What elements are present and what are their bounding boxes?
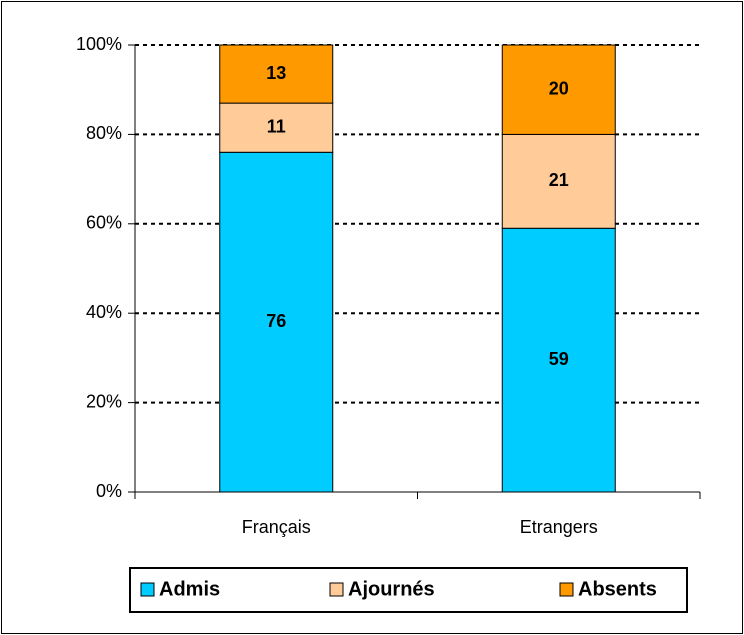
data-label: 13	[266, 63, 286, 83]
x-tick-label: Français	[242, 517, 311, 537]
bar-segment	[219, 44, 334, 104]
legend-swatch	[559, 582, 574, 597]
legend-label: Absents	[578, 578, 657, 600]
bar-segment	[501, 227, 616, 493]
data-label: 20	[549, 78, 569, 98]
y-tick-label: 80%	[86, 123, 122, 143]
data-label: 11	[267, 116, 286, 136]
bar-segment	[501, 133, 616, 229]
x-tick-label: Etrangers	[520, 517, 598, 537]
legend-swatch	[329, 582, 344, 597]
data-label: 21	[549, 170, 569, 190]
legend-swatch	[140, 582, 155, 597]
y-tick-label: 60%	[86, 213, 122, 233]
legend-label: Ajournés	[348, 578, 435, 600]
data-label: 76	[266, 311, 286, 331]
y-tick-label: 20%	[86, 391, 122, 411]
y-tick-label: 100%	[76, 34, 122, 54]
data-label: 59	[549, 349, 569, 369]
y-tick-label: 40%	[86, 302, 122, 322]
y-tick-label: 0%	[96, 481, 122, 501]
bar-segment	[219, 151, 334, 493]
legend-label: Admis	[159, 578, 220, 600]
bar-segment	[501, 44, 616, 135]
legend-box	[129, 567, 688, 613]
